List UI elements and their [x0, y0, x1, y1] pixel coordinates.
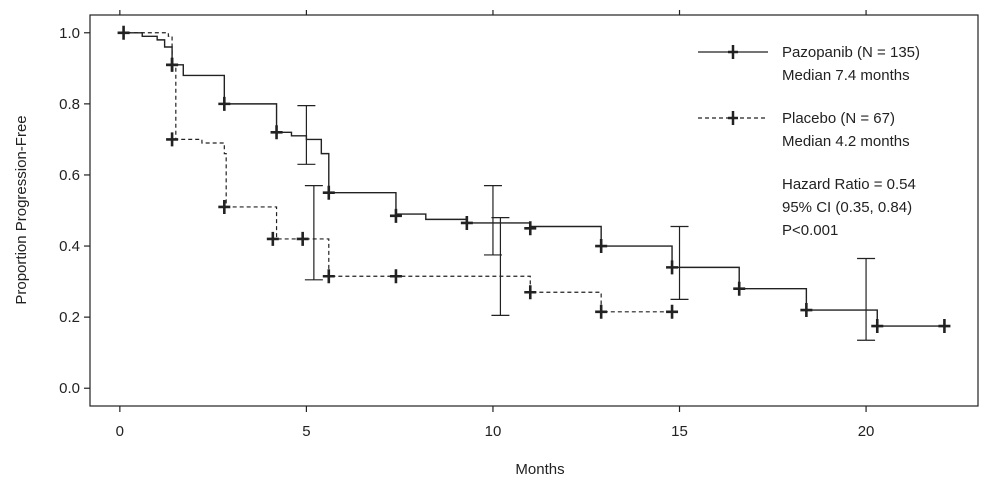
survival-line — [119, 32, 673, 313]
censor-mark — [524, 285, 537, 300]
x-axis: 0 5 10 15 20 — [116, 10, 875, 440]
x-tick-label: 10 — [485, 423, 502, 440]
confidence-interval-text: 95% CI (0.35, 0.84) — [782, 199, 912, 216]
legend-label-placebo: Placebo (N = 67) — [782, 110, 895, 127]
hazard-ratio-text: Hazard Ratio = 0.54 — [782, 176, 916, 193]
legend-median-placebo: Median 4.2 months — [782, 133, 910, 150]
legend-marker-placebo — [728, 111, 738, 125]
p-value-text: P<0.001 — [782, 222, 838, 239]
confidence-error-bar — [670, 225, 689, 300]
censor-mark — [389, 269, 402, 284]
legend-label-pazopanib: Pazopanib (N = 135) — [782, 44, 920, 61]
confidence-error-bar — [297, 105, 316, 165]
censor-mark — [871, 319, 884, 334]
confidence-error-bar — [857, 257, 876, 341]
censor-mark — [666, 260, 679, 275]
survival-line — [119, 32, 945, 327]
confidence-error-bar — [304, 185, 323, 281]
confidence-error-bar — [483, 185, 502, 256]
x-tick-label: 15 — [671, 423, 688, 440]
censor-mark — [800, 303, 813, 318]
censor-mark — [524, 221, 537, 236]
legend-median-pazopanib: Median 7.4 months — [782, 67, 910, 84]
y-tick-label: 0.6 — [59, 167, 80, 184]
censor-mark — [460, 215, 473, 230]
censor-mark — [666, 304, 679, 319]
x-axis-title: Months — [515, 461, 564, 478]
censor-mark — [166, 132, 179, 147]
x-tick-label: 0 — [116, 423, 124, 440]
censor-mark — [218, 199, 231, 214]
censor-mark — [296, 231, 309, 246]
legend: Pazopanib (N = 135) Median 7.4 months Pl… — [698, 44, 920, 239]
censor-mark — [322, 269, 335, 284]
survival-curves — [117, 25, 951, 341]
y-tick-label: 0.8 — [59, 96, 80, 113]
plot-frame — [89, 14, 979, 407]
censor-mark — [595, 304, 608, 319]
censor-mark — [733, 281, 746, 296]
censor-mark — [166, 57, 179, 72]
censor-mark — [389, 208, 402, 223]
y-axis-title: Proportion Progression-Free — [13, 115, 30, 304]
y-tick-label: 0.0 — [59, 380, 80, 397]
series-placebo — [119, 32, 679, 319]
confidence-error-bar — [491, 217, 510, 316]
x-tick-label: 20 — [858, 423, 875, 440]
censor-mark — [322, 185, 335, 200]
y-tick-label: 0.2 — [59, 309, 80, 326]
x-tick-label: 5 — [302, 423, 310, 440]
legend-marker-pazopanib — [728, 45, 738, 59]
censor-mark — [595, 239, 608, 254]
censor-mark — [938, 319, 951, 334]
y-tick-label: 1.0 — [59, 25, 80, 42]
censor-mark — [270, 125, 283, 140]
censor-mark — [266, 231, 279, 246]
censor-mark — [218, 96, 231, 111]
y-tick-label: 0.4 — [59, 238, 80, 255]
series-pazopanib — [117, 25, 951, 341]
y-axis: 0.0 0.2 0.4 0.6 0.8 1.0 — [59, 25, 90, 397]
